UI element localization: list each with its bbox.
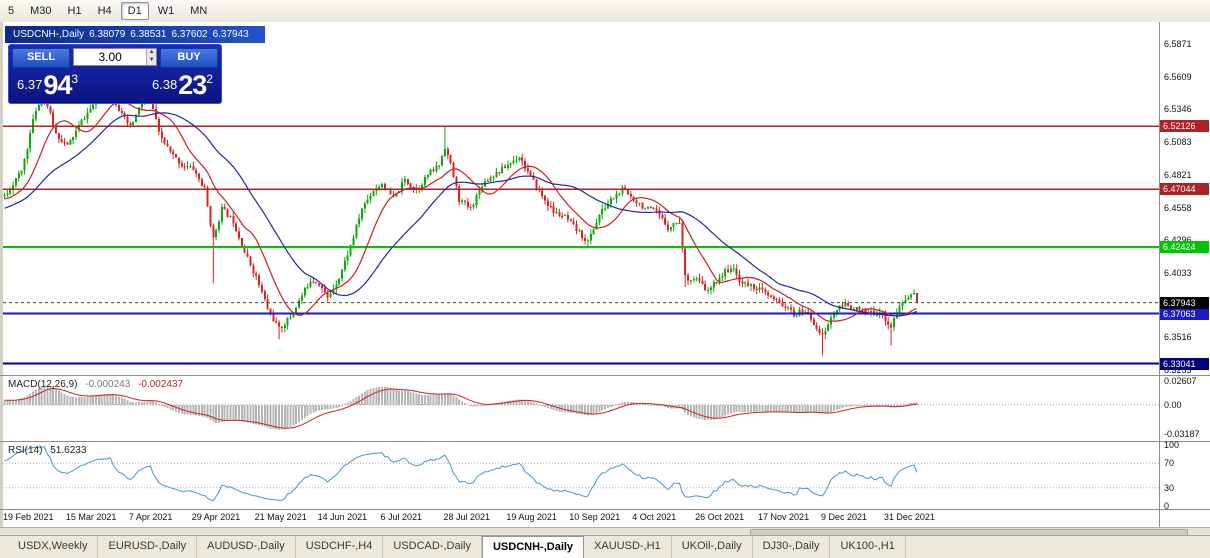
- chart-symbol-label: USDCNH-,Daily: [13, 29, 85, 40]
- price-axis-tick: 6.5346: [1164, 104, 1192, 115]
- price-level-tag: 6.47044: [1160, 183, 1209, 196]
- rsi-pane-separator[interactable]: [0, 441, 1210, 442]
- time-axis-separator: [0, 509, 1210, 510]
- timeframe-button-w1[interactable]: W1: [157, 5, 175, 17]
- chart-tab-usdchf-h4[interactable]: USDCHF-,H4: [296, 536, 384, 558]
- timeframe-button-h4[interactable]: H4: [97, 5, 112, 17]
- chart-tab-eurusd-daily[interactable]: EURUSD-,Daily: [98, 536, 198, 558]
- date-label: 19 Feb 2021: [3, 512, 54, 522]
- price-axis-tick: 6.4821: [1164, 169, 1192, 180]
- sell-button[interactable]: SELL: [12, 48, 70, 68]
- ask-prefix: 6.38: [151, 77, 178, 92]
- price-axis-tick: 6.4033: [1164, 267, 1192, 278]
- ask-main-digits: 23: [178, 70, 207, 100]
- volume-input[interactable]: [74, 49, 147, 65]
- rsi-axis-tick: 30: [1164, 482, 1175, 493]
- price-axis-separator: [1159, 22, 1160, 527]
- chart-tab-ukoil-daily[interactable]: UKOil-,Daily: [672, 536, 753, 558]
- bid-prefix: 6.37: [17, 77, 43, 92]
- timeframe-button-mn[interactable]: MN: [190, 5, 208, 17]
- macd-main-value: -0.000243: [85, 379, 131, 390]
- price-level-tag: 6.42424: [1160, 240, 1209, 253]
- macd-name: MACD(12,26,9): [8, 379, 78, 390]
- macd-axis-tick: -0.03187: [1164, 428, 1200, 439]
- volume-box: ▲ ▼: [73, 48, 157, 66]
- date-label: 15 Mar 2021: [65, 512, 117, 522]
- price-axis-tick: 6.5609: [1164, 71, 1192, 82]
- main-chart-canvas[interactable]: [3, 22, 1159, 380]
- date-label: 21 May 2021: [254, 512, 307, 522]
- timeframe-button-h1[interactable]: H1: [67, 5, 82, 17]
- chart-tab-audusd-daily[interactable]: AUDUSD-,Daily: [197, 536, 296, 558]
- chart-tab-dj30-daily[interactable]: DJ30-,Daily: [753, 536, 831, 558]
- chart-low-value: 6.37602: [171, 29, 208, 40]
- price-axis-tick: 6.3516: [1164, 332, 1192, 343]
- price-level-tag: 6.37063: [1160, 307, 1209, 320]
- date-label: 31 Dec 2021: [883, 512, 935, 522]
- rsi-axis-tick: 0: [1164, 500, 1170, 511]
- ask-price: 6.38 23 2: [152, 70, 213, 100]
- rsi-axis-tick: 100: [1164, 440, 1180, 451]
- price-level-tag: 6.52126: [1160, 120, 1209, 133]
- chart-tab-usdx-weekly[interactable]: USDX,Weekly: [8, 536, 99, 558]
- macd-axis-tick: 0.00: [1164, 399, 1182, 410]
- chart-tab-xauusd-h1[interactable]: XAUUSD-,H1: [584, 536, 672, 558]
- macd-pane-separator[interactable]: [0, 375, 1210, 376]
- price-level-tag: 6.33041: [1160, 357, 1209, 370]
- one-click-trading-panel: SELL ▲ ▼ BUY 6.37 94 3 6.38 23 2: [8, 44, 222, 104]
- date-label: 28 Jul 2021: [443, 512, 490, 522]
- date-label: 9 Dec 2021: [820, 512, 867, 522]
- chart-high-value: 6.38531: [130, 29, 167, 40]
- bid-main-digits: 94: [43, 70, 72, 100]
- date-label: 14 Jun 2021: [317, 512, 368, 522]
- date-label: 6 Jul 2021: [380, 512, 423, 522]
- chart-tab-bar: USDX,Weekly EURUSD-,Daily AUDUSD-,Daily USD…: [0, 535, 1210, 558]
- chart-tab-usdcnh-daily[interactable]: USDCNH-,Daily: [481, 536, 585, 558]
- price-axis-tick: 6.4296: [1164, 235, 1192, 245]
- price-axis-tick: 6.5871: [1164, 39, 1192, 50]
- date-label: 10 Sep 2021: [569, 512, 621, 522]
- date-label: 26 Oct 2021: [695, 512, 745, 522]
- timeframe-button-m30[interactable]: M30: [30, 5, 52, 17]
- bid-price: 6.37 94 3: [17, 70, 78, 100]
- chart-tab-uk100-h1[interactable]: UK100-,H1: [830, 536, 906, 558]
- date-label: 7 Apr 2021: [128, 512, 173, 522]
- rsi-indicator-canvas[interactable]: [3, 442, 1159, 514]
- timeframe-toolbar: 5 M30 H1 H4 D1 W1 MN: [0, 0, 1210, 23]
- date-label: 29 Apr 2021: [191, 512, 241, 522]
- current-price-tag: 6.37943: [1160, 296, 1209, 309]
- window-left-border: [0, 22, 3, 527]
- buy-button[interactable]: BUY: [160, 48, 218, 68]
- rsi-label: RSI(14) 51.6233: [8, 445, 86, 456]
- macd-label: MACD(12,26,9) -0.000243 -0.002437: [8, 379, 183, 390]
- chart-title-bar[interactable]: USDCNH-,Daily 6.38079 6.38531 6.37602 6.…: [5, 26, 265, 43]
- macd-signal-value: -0.002437: [138, 379, 184, 390]
- chart-open-value: 6.38079: [89, 29, 126, 40]
- rsi-name: RSI(14): [8, 445, 43, 456]
- price-axis-tick: 6.5083: [1164, 137, 1192, 148]
- volume-decrease-button[interactable]: ▼: [146, 57, 156, 65]
- price-axis-tick: 6.4558: [1164, 202, 1192, 213]
- chart-close-value: 6.37943: [212, 29, 249, 40]
- price-axis-tick: 6.3253: [1164, 365, 1192, 376]
- ask-pipette-digit: 2: [206, 72, 213, 86]
- rsi-value: 51.6233: [50, 445, 87, 456]
- timeframe-button-d1[interactable]: D1: [120, 2, 149, 20]
- date-label: 4 Oct 2021: [632, 512, 677, 522]
- macd-indicator-canvas[interactable]: [3, 376, 1159, 446]
- macd-axis-tick: 0.02607: [1164, 376, 1197, 387]
- date-label: 17 Nov 2021: [758, 512, 810, 522]
- bid-pipette-digit: 3: [71, 72, 79, 86]
- timeframe-button-5[interactable]: 5: [8, 5, 15, 17]
- date-label: 19 Aug 2021: [506, 512, 557, 522]
- rsi-axis-tick: 70: [1164, 458, 1175, 469]
- chart-background: [0, 22, 1210, 527]
- chart-tab-usdcad-daily[interactable]: USDCAD-,Daily: [383, 536, 482, 558]
- volume-increase-button[interactable]: ▲: [146, 49, 156, 57]
